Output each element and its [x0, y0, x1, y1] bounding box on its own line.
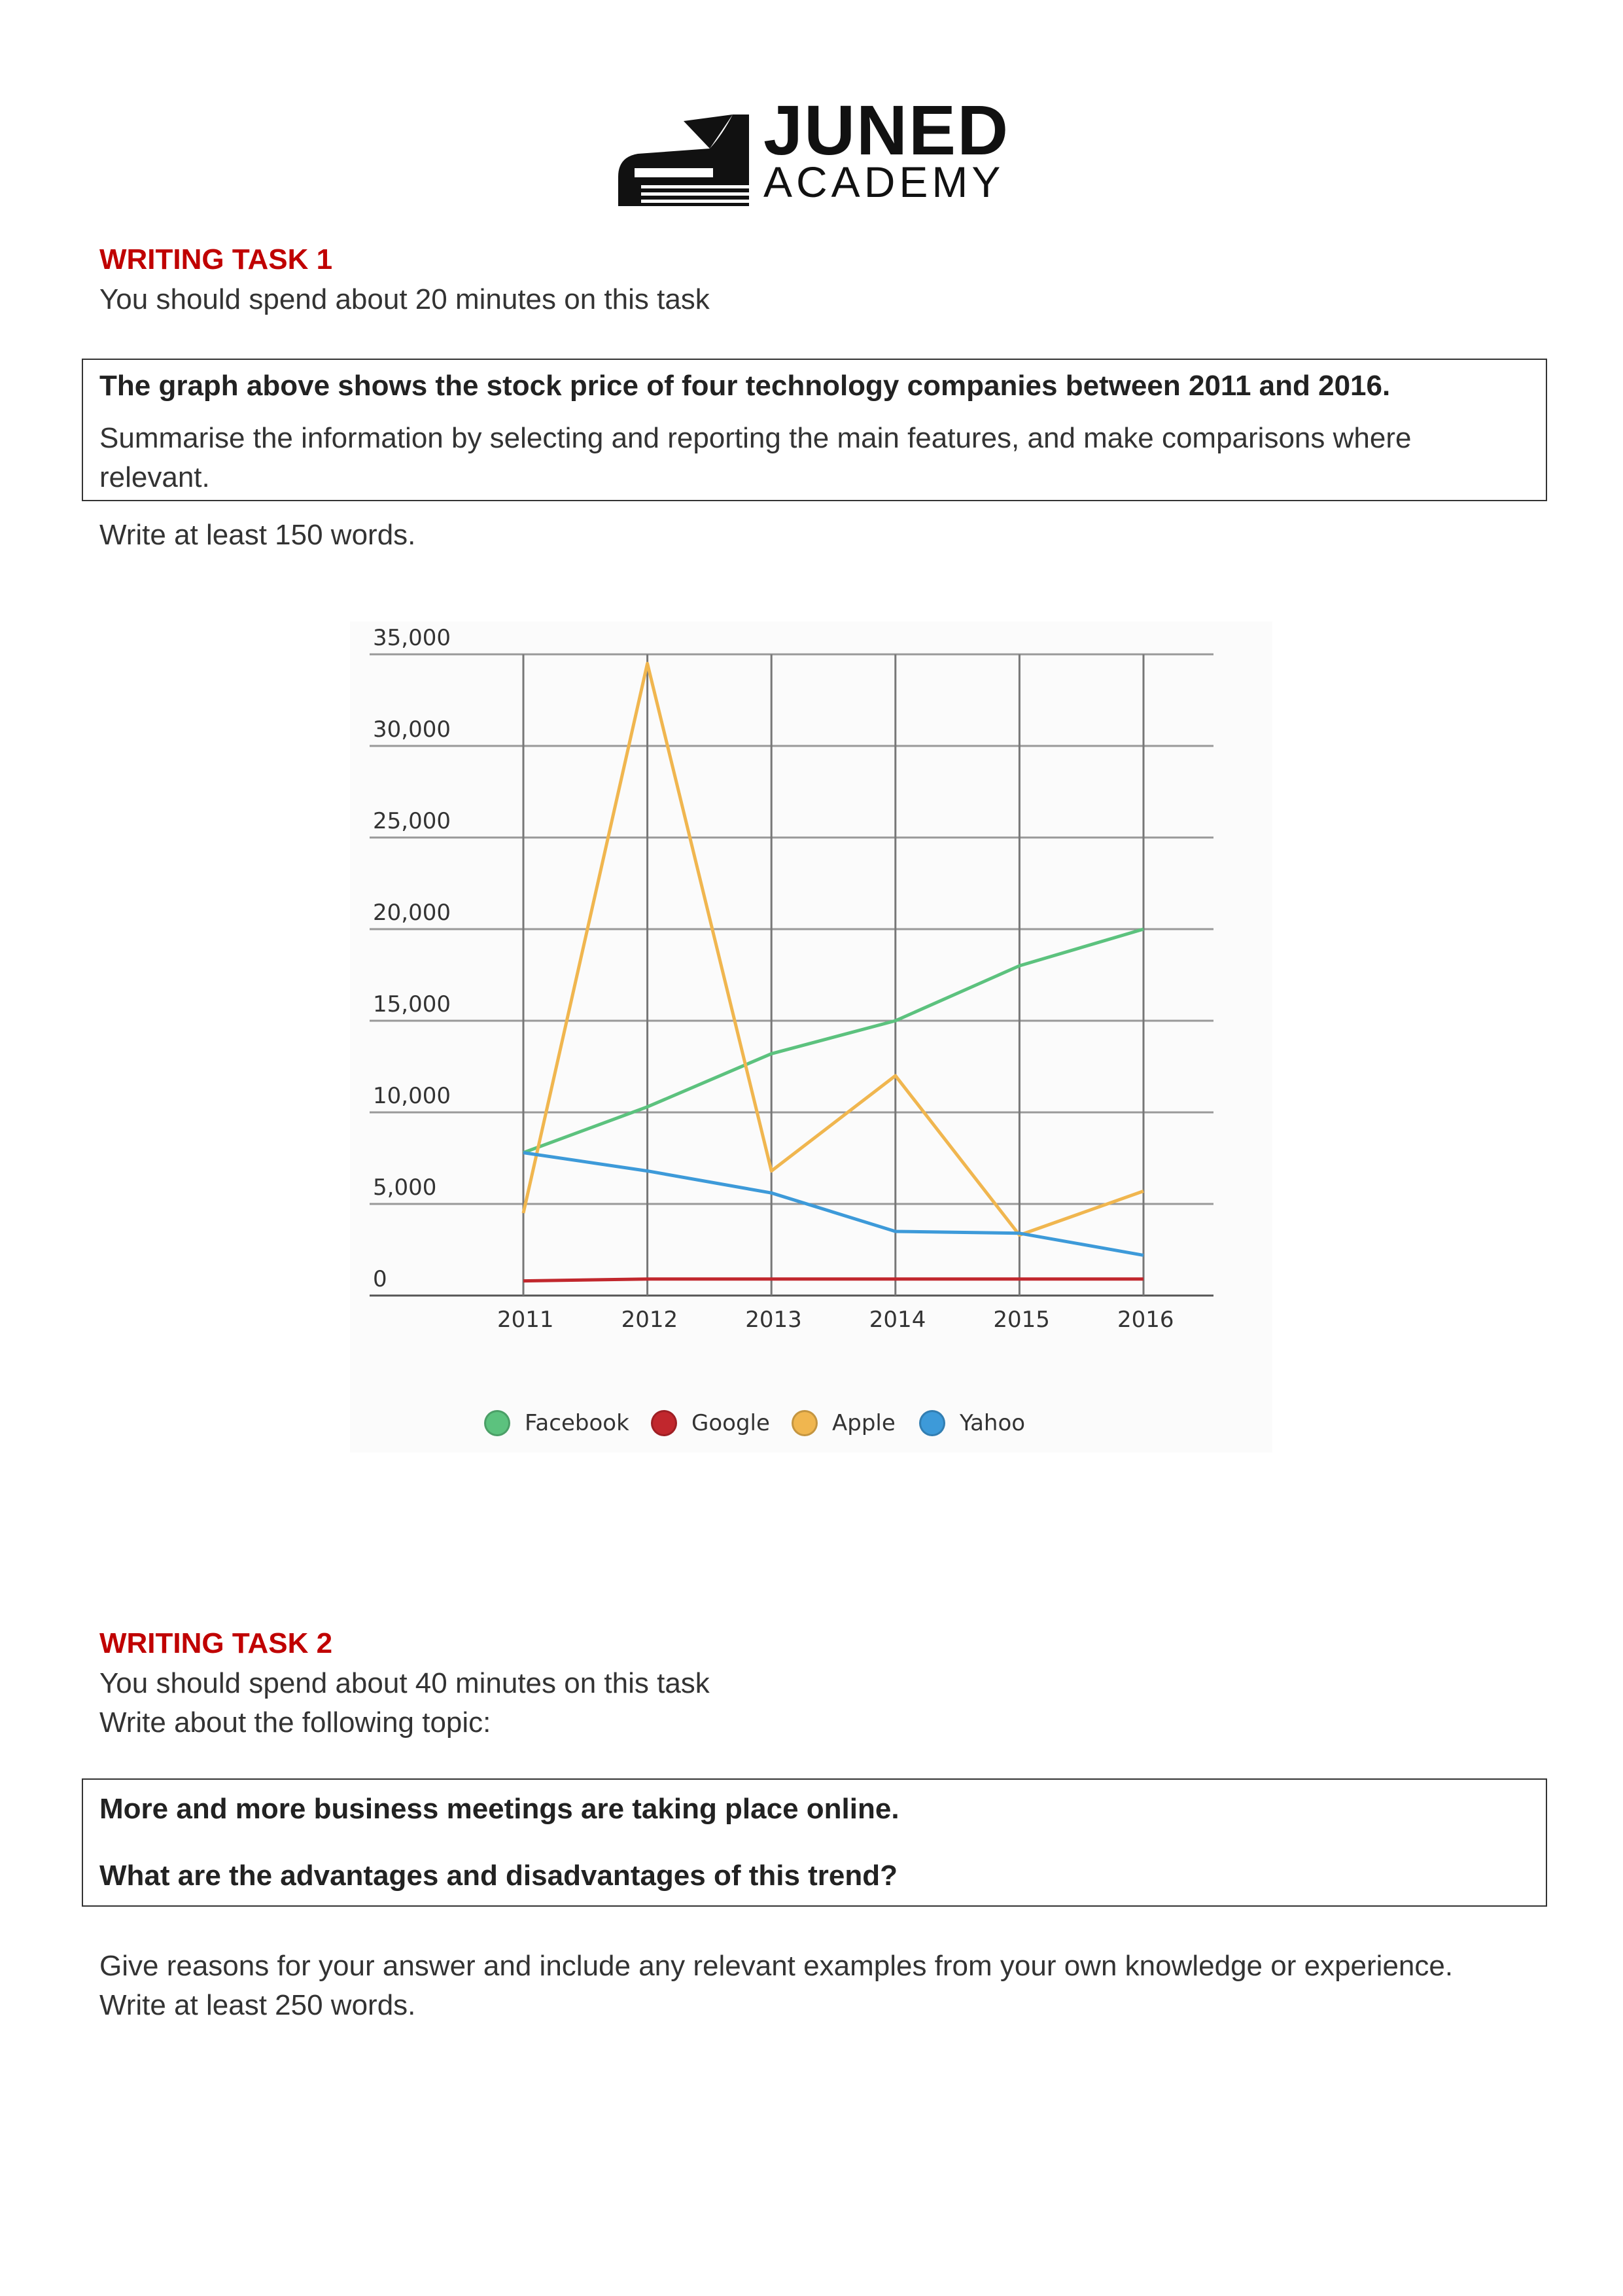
task2-reasons: Give reasons for your answer and include…: [99, 1950, 1454, 1982]
task2-prompt-line-2: What are the advantages and disadvantage…: [99, 1860, 898, 1892]
legend-item-facebook: Facebook: [484, 1404, 629, 1443]
legend-swatch-icon: [919, 1410, 945, 1436]
x-tick-label: 2014: [869, 1307, 926, 1333]
task1-prompt-bold: The graph above shows the stock price of…: [99, 370, 1391, 402]
task1-prompt-box: The graph above shows the stock price of…: [82, 359, 1547, 501]
task1-time-note: You should spend about 20 minutes on thi…: [99, 283, 710, 315]
y-tick-label: 35,000: [373, 625, 451, 651]
legend-swatch-icon: [792, 1410, 818, 1436]
task1-word-limit: Write at least 150 words.: [99, 519, 416, 551]
stock-price-chart: Facebook Google Apple Yahoo 35,000 30,000 25,…: [350, 622, 1272, 1453]
iron-icon: [618, 115, 756, 206]
legend-label: Yahoo: [960, 1410, 1026, 1436]
series-line-apple: [521, 662, 1144, 1237]
logo-wordmark-primary: JUNED: [763, 90, 1010, 169]
y-tick-label: 0: [373, 1266, 387, 1292]
x-tick-label: 2012: [621, 1307, 678, 1333]
task2-heading: WRITING TASK 2: [99, 1627, 333, 1659]
task1-heading: WRITING TASK 1: [99, 243, 333, 275]
legend-item-yahoo: Yahoo: [919, 1404, 1025, 1443]
x-tick-label: 2011: [497, 1307, 554, 1333]
y-tick-label: 15,000: [373, 991, 451, 1017]
legend-label: Apple: [832, 1410, 896, 1436]
x-tick-label: 2015: [993, 1307, 1050, 1333]
task2-word-limit: Write at least 250 words.: [99, 1989, 416, 2021]
legend-label: Facebook: [525, 1410, 629, 1436]
legend-item-apple: Apple: [792, 1404, 896, 1443]
task2-time-note: You should spend about 40 minutes on thi…: [99, 1667, 710, 1699]
task2-topic-intro: Write about the following topic:: [99, 1706, 491, 1739]
y-tick-label: 20,000: [373, 900, 451, 926]
y-tick-label: 30,000: [373, 716, 451, 743]
task1-prompt-line-1: Summarise the information by selecting a…: [99, 422, 1412, 454]
chart-plot: [350, 622, 1272, 1453]
chart-legend: Facebook Google Apple Yahoo: [350, 1404, 1272, 1443]
x-tick-label: 2016: [1117, 1307, 1174, 1333]
series-line-facebook: [523, 927, 1144, 1154]
y-tick-label: 25,000: [373, 808, 451, 834]
legend-label: Google: [691, 1410, 770, 1436]
task2-prompt-box: More and more business meetings are taki…: [82, 1778, 1547, 1907]
y-tick-label: 10,000: [373, 1083, 451, 1109]
series-line-google: [523, 1277, 1143, 1283]
legend-swatch-icon: [484, 1410, 510, 1436]
legend-swatch-icon: [651, 1410, 677, 1436]
task1-prompt-line-2: relevant.: [99, 461, 210, 493]
x-tick-label: 2013: [745, 1307, 802, 1333]
chart-background: [350, 622, 1272, 1453]
juned-academy-logo: JUNED ACADEMY: [612, 95, 1030, 209]
y-tick-label: 5,000: [373, 1174, 437, 1201]
legend-item-google: Google: [651, 1404, 770, 1443]
series-line-yahoo: [523, 1151, 1144, 1257]
task2-prompt-line-1: More and more business meetings are taki…: [99, 1793, 899, 1825]
logo-wordmark-secondary: ACADEMY: [763, 158, 1005, 206]
